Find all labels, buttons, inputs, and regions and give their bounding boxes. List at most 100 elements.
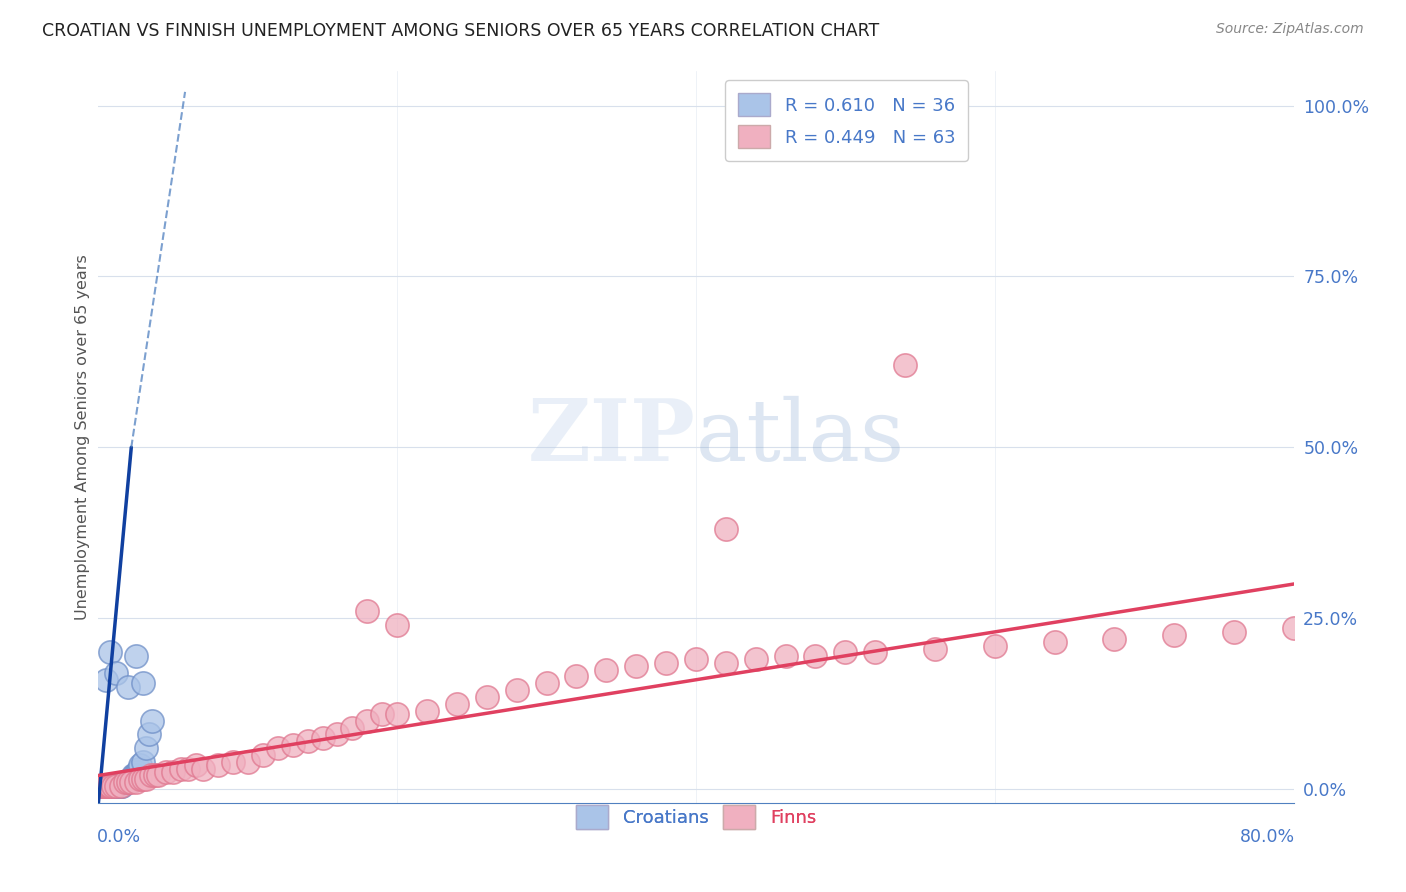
Point: [865, 645, 887, 659]
Point: [141, 714, 163, 728]
Point: [565, 669, 588, 683]
Point: [110, 779, 132, 793]
Point: [1223, 624, 1246, 639]
Point: [775, 648, 797, 663]
Point: [96, 779, 118, 793]
Point: [91, 779, 114, 793]
Point: [94, 779, 117, 793]
Point: [1163, 628, 1185, 642]
Point: [894, 359, 917, 373]
Point: [103, 779, 125, 793]
Point: [114, 775, 136, 789]
Point: [385, 618, 409, 632]
Point: [506, 683, 529, 698]
Point: [143, 768, 166, 782]
Point: [685, 652, 707, 666]
Point: [714, 656, 737, 670]
Point: [117, 775, 139, 789]
Text: 80.0%: 80.0%: [1240, 829, 1295, 847]
Point: [416, 704, 439, 718]
Point: [655, 656, 678, 670]
Point: [117, 775, 139, 789]
Point: [105, 779, 128, 793]
Point: [118, 772, 141, 786]
Point: [105, 779, 128, 793]
Point: [97, 779, 120, 793]
Point: [135, 741, 157, 756]
Point: [98, 779, 122, 793]
Point: [129, 758, 152, 772]
Point: [356, 714, 378, 728]
Point: [311, 731, 333, 745]
Point: [124, 768, 146, 782]
Point: [98, 779, 122, 793]
Point: [105, 665, 128, 680]
Point: [184, 758, 207, 772]
Point: [1043, 635, 1066, 649]
Point: [132, 772, 155, 786]
Point: [162, 765, 184, 780]
Point: [125, 648, 148, 663]
Point: [128, 762, 150, 776]
Point: [129, 772, 152, 786]
Point: [94, 673, 117, 687]
Point: [342, 721, 364, 735]
Point: [132, 755, 155, 769]
Y-axis label: Unemployment Among Seniors over 65 years: Unemployment Among Seniors over 65 years: [75, 254, 90, 620]
Point: [120, 775, 142, 789]
Point: [125, 775, 148, 789]
Point: [89, 779, 111, 793]
Point: [281, 738, 304, 752]
Legend: Croatians, Finns: Croatians, Finns: [567, 797, 825, 838]
Point: [112, 775, 135, 789]
Point: [107, 779, 129, 793]
Point: [114, 775, 136, 789]
Point: [326, 727, 349, 741]
Point: [125, 768, 148, 782]
Point: [804, 648, 827, 663]
Point: [94, 779, 117, 793]
Point: [252, 747, 274, 762]
Point: [108, 779, 131, 793]
Point: [536, 676, 558, 690]
Point: [132, 676, 155, 690]
Point: [155, 765, 177, 780]
Point: [356, 604, 378, 618]
Point: [96, 779, 118, 793]
Point: [745, 652, 768, 666]
Point: [236, 755, 259, 769]
Point: [207, 758, 229, 772]
Point: [475, 690, 498, 704]
Point: [371, 706, 394, 721]
Text: CROATIAN VS FINNISH UNEMPLOYMENT AMONG SENIORS OVER 65 YEARS CORRELATION CHART: CROATIAN VS FINNISH UNEMPLOYMENT AMONG S…: [42, 22, 879, 40]
Point: [101, 779, 124, 793]
Point: [148, 768, 170, 782]
Point: [1282, 622, 1305, 636]
Point: [103, 779, 125, 793]
Point: [139, 768, 162, 782]
Point: [121, 768, 143, 782]
Point: [138, 727, 160, 741]
Text: ZIP: ZIP: [529, 395, 696, 479]
Point: [834, 645, 856, 659]
Point: [446, 697, 468, 711]
Point: [924, 642, 946, 657]
Point: [297, 734, 319, 748]
Point: [222, 755, 245, 769]
Text: atlas: atlas: [696, 395, 905, 479]
Point: [115, 775, 138, 789]
Point: [169, 762, 191, 776]
Point: [267, 741, 290, 756]
Point: [104, 779, 127, 793]
Point: [177, 762, 200, 776]
Text: 0.0%: 0.0%: [97, 829, 142, 847]
Point: [1104, 632, 1126, 646]
Point: [135, 772, 157, 786]
Point: [714, 522, 737, 536]
Point: [110, 779, 132, 793]
Text: Source: ZipAtlas.com: Source: ZipAtlas.com: [1216, 22, 1364, 37]
Point: [120, 772, 142, 786]
Point: [90, 779, 112, 793]
Point: [93, 779, 115, 793]
Point: [127, 765, 149, 780]
